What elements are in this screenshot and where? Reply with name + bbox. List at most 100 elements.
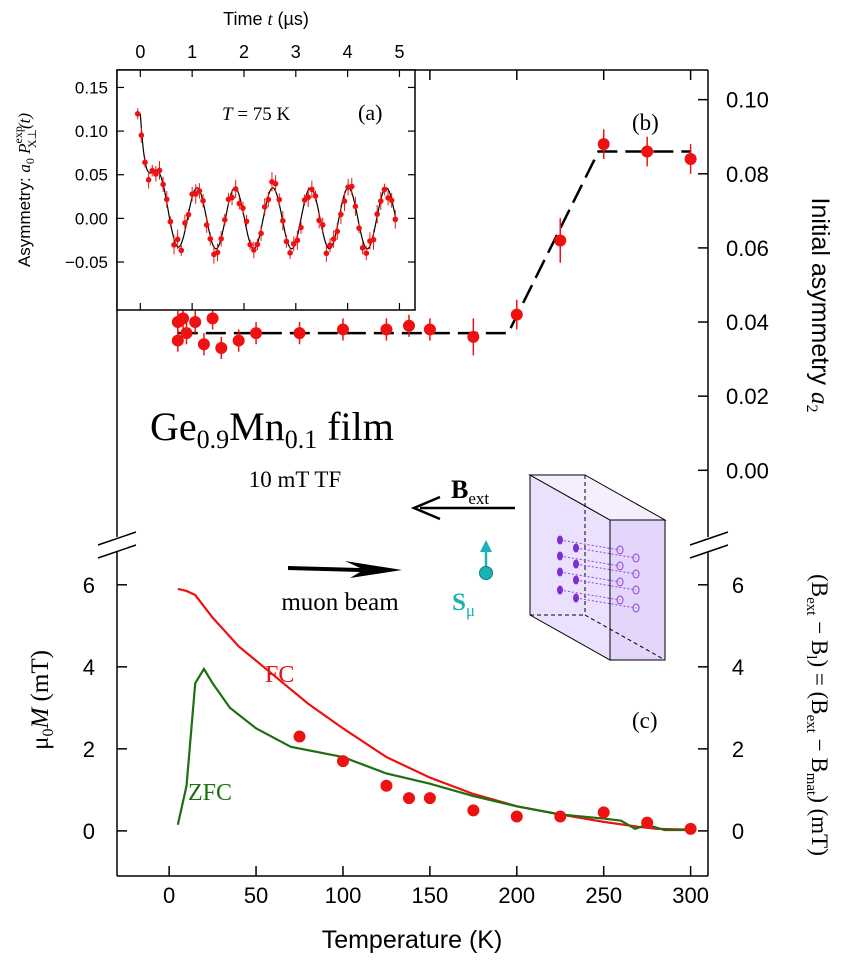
inset-data-point [221,216,228,223]
b-y-tick-label: 0.02 [726,384,769,409]
inset-data-point [316,217,322,224]
b-y-tick-label: 0.08 [726,162,769,187]
inset-data-point [258,230,264,237]
inset-data-point [381,186,388,193]
inset-data-point [247,241,253,248]
panel-b-data-points [171,129,697,360]
c-y-tick-label-left: 0 [83,819,95,844]
inset-data-point [276,196,283,203]
bext-label: Bext [451,475,489,508]
x-tick-label: 250 [585,883,622,908]
c-y-tick-label-left: 6 [83,573,95,598]
inset-data-point [163,196,170,203]
b-data-point [189,316,202,329]
inset-data-point [272,180,279,187]
b-data-point [177,312,190,325]
c-data-point [423,792,436,805]
inset-data-point [207,235,214,242]
inset-panel-a: 0 1 2 3 4 5 0.15 0.10 0.05 0.00 −0.05 (a) T = 75 K… [11,9,416,311]
b-data-point [554,234,567,247]
panel-c-curves [176,587,691,832]
b-data-point [641,145,654,158]
inset-data-points [134,108,399,264]
inset-x-tick-label: 4 [343,42,353,62]
b-data-point [293,327,306,340]
muon-track-end [616,561,624,571]
muon-track-end [632,603,640,613]
inset-data-point [142,159,148,166]
x-tick-label: 0 [163,883,175,908]
inset-data-point [185,211,192,218]
inset-data-point [214,249,221,256]
inset-data-point [156,167,163,174]
b-data-point [215,341,228,354]
muon-stop [573,575,579,585]
inset-frame [116,69,416,311]
b-data-point [250,327,263,340]
b-y-tick-label: 0.10 [726,88,769,113]
b-data-point [403,319,416,332]
inset-y-tick-label: 0.05 [75,166,108,185]
inset-data-point [232,186,239,192]
inset-data-point [388,197,395,204]
muon-stop [557,585,563,595]
b-data-point [684,152,697,165]
muon-stop [573,593,579,603]
muon-track-end [632,569,640,579]
x-tick-label: 100 [325,883,362,908]
inset-data-point [200,197,206,204]
muon-stop [557,551,563,561]
inset-data-point [149,167,156,174]
c-data-point [641,816,654,829]
muon-track-end [616,577,624,587]
right-y-axis-label-b: Initial asymmetry a2 [803,198,834,413]
x-tick-label: 150 [412,883,449,908]
muon-stop [573,543,579,553]
b-data-point [171,334,184,347]
inset-x-tick-label: 1 [187,42,197,62]
legend-fc: FC [265,662,294,688]
inset-y-tick-label: 0.00 [75,209,108,228]
inset-data-point [240,205,246,211]
inset-label: (a) [358,100,382,125]
b-data-point [423,323,436,336]
c-y-tick-label-right: 0 [732,819,744,844]
inset-data-point [138,132,145,138]
inset-data-point [251,247,257,253]
inset-data-point [352,203,359,210]
c-y-tick-label-left: 4 [83,655,95,680]
inset-data-point [243,218,250,225]
inset-data-point [261,204,268,210]
b-y-tick-label: 0.04 [726,310,769,335]
axis-break-right [689,531,729,559]
inset-data-point [171,242,177,248]
inset-data-point [327,242,333,248]
inset-data-point [192,191,199,197]
b-data-point [510,308,523,321]
muon-track-end [616,545,624,555]
x-axis-label: Temperature (K) [322,926,503,954]
x-tick-label: 50 [244,883,268,908]
x-tick-label: 300 [672,883,709,908]
panel-c-data-points [293,730,697,835]
b-data-point [467,330,480,343]
inset-data-point [236,200,243,207]
inset-data-point [196,188,203,194]
field-label: 10 mT TF [249,467,341,492]
inset-y-tick-label: 0.10 [75,122,108,141]
muon-spin-icon [479,540,493,580]
c-y-tick-label-right: 2 [732,737,744,762]
inset-y-tick-label: −0.05 [65,253,108,272]
c-data-point [336,755,349,768]
inset-data-point [254,241,261,248]
inset-data-point [341,198,348,205]
inset-data-point [374,211,380,217]
spin-label: Sμ [452,589,475,620]
b-y-tick-label: 0.06 [726,236,769,261]
muon-stop [557,535,563,545]
muon-track-end [632,553,640,563]
inset-data-point [287,250,293,256]
inset-data-point [134,111,141,117]
inset-y-axis-label: Asymmetry: a0 PexpX⊥(t) [11,113,39,267]
